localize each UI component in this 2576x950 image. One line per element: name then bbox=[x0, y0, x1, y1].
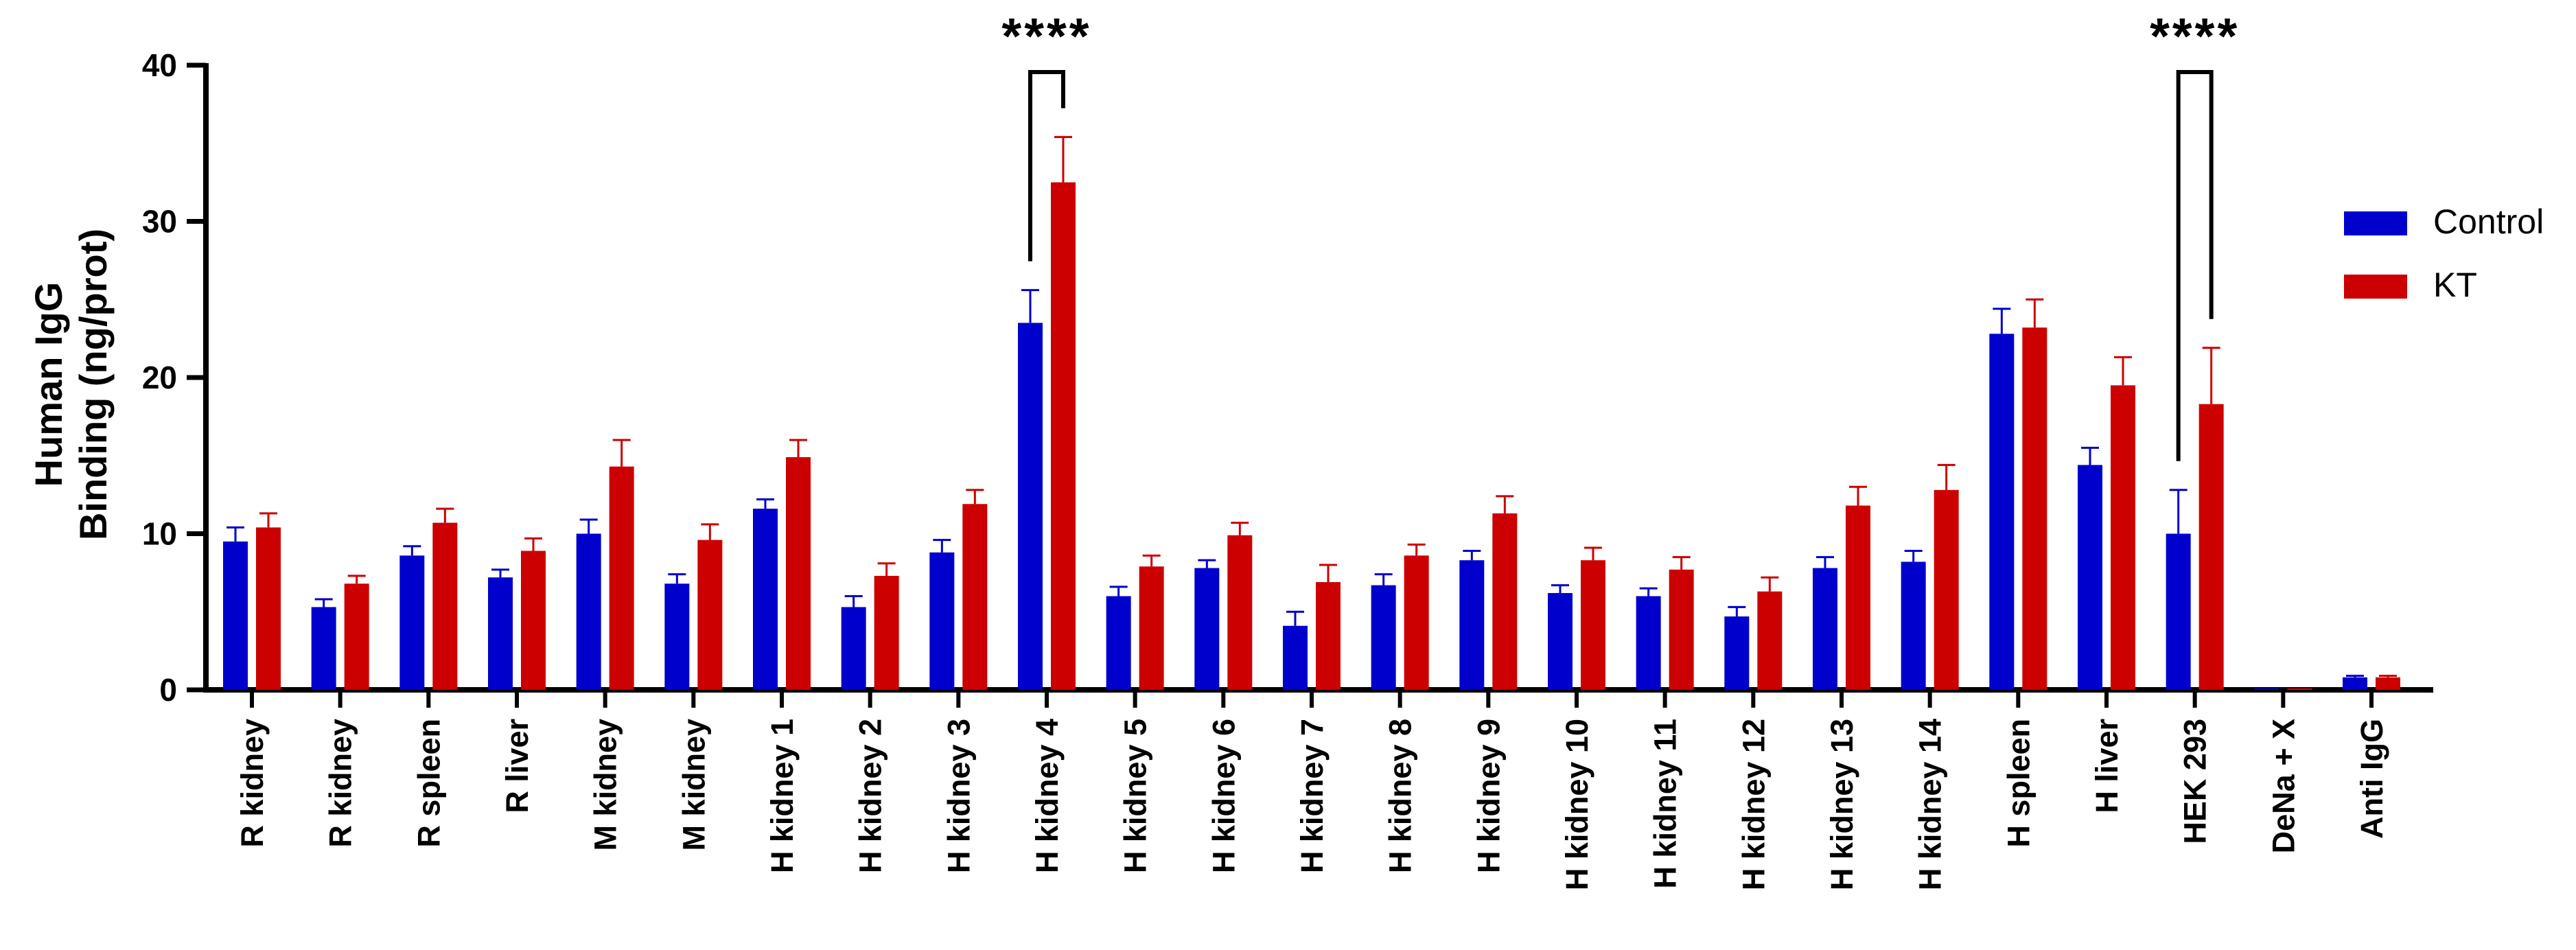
y-tick-label: 20 bbox=[142, 360, 177, 395]
bar-kt bbox=[1404, 555, 1429, 690]
legend: Control KT bbox=[2344, 202, 2544, 304]
bar-kt bbox=[786, 457, 811, 690]
bar-kt bbox=[1934, 489, 1959, 690]
y-axis: 0 10 20 30 40 bbox=[142, 47, 209, 708]
significance-annotations: **** **** bbox=[1001, 8, 2240, 461]
x-tick-label: H kidney 5 bbox=[1118, 719, 1153, 873]
bar-control bbox=[1724, 616, 1750, 690]
bar-kt bbox=[1846, 505, 1870, 690]
bar-control bbox=[1371, 585, 1396, 690]
legend-swatch-control bbox=[2344, 211, 2407, 235]
bar-control bbox=[2343, 677, 2367, 690]
bar-control bbox=[1636, 596, 1661, 690]
x-tick-label: H kidney 3 bbox=[941, 719, 976, 873]
y-tick-label: 10 bbox=[142, 516, 177, 552]
bar-control bbox=[664, 583, 690, 690]
bar-control bbox=[1459, 560, 1485, 690]
bar-kt bbox=[1492, 513, 1518, 690]
bar-control bbox=[1901, 561, 1926, 690]
bar-kt bbox=[1316, 582, 1341, 690]
x-tick-label: H kidney 14 bbox=[1913, 719, 1948, 890]
bar-control bbox=[2078, 465, 2102, 690]
y-axis-label-line-1: Human IgG bbox=[27, 282, 70, 487]
significance-stars: **** bbox=[1001, 8, 1091, 65]
bar-control bbox=[753, 509, 778, 690]
significance-bracket bbox=[1028, 70, 1065, 262]
x-tick-label: M kidney bbox=[676, 719, 711, 851]
bar-kt bbox=[521, 551, 546, 690]
x-tick-label: H liver bbox=[2089, 719, 2124, 813]
bar-control bbox=[399, 555, 425, 690]
bar-kt bbox=[2287, 688, 2312, 690]
x-tick-label: H kidney 6 bbox=[1206, 719, 1241, 873]
x-axis: R kidney R kidney R spleen R liver M kidney M… bbox=[203, 687, 2433, 890]
bar-kt bbox=[609, 466, 634, 690]
bar-kt bbox=[697, 540, 723, 690]
bar-kt bbox=[1581, 560, 1605, 690]
significance-bracket bbox=[2176, 70, 2214, 461]
legend-swatch-kt bbox=[2344, 275, 2407, 299]
x-tick-label: M kidney bbox=[588, 719, 623, 851]
bar-kt bbox=[1139, 566, 1164, 690]
x-tick-label: H kidney 12 bbox=[1736, 719, 1771, 890]
bar-control bbox=[1283, 625, 1308, 690]
bar-kt bbox=[874, 575, 899, 690]
bar-kt bbox=[1051, 182, 1076, 690]
x-tick-label: R liver bbox=[500, 719, 535, 813]
x-tick-label: H kidney 10 bbox=[1559, 719, 1594, 890]
y-axis-label-line-2: Binding (ng/prot) bbox=[71, 229, 115, 540]
y-tick-label: 0 bbox=[159, 672, 177, 708]
y-tick-label: 40 bbox=[142, 47, 177, 83]
bar-control bbox=[841, 607, 866, 690]
bar-kt bbox=[256, 527, 281, 690]
bar-kt bbox=[432, 522, 458, 690]
bar-kt bbox=[1757, 591, 1783, 690]
bar-control bbox=[1194, 568, 1220, 690]
bar-kt bbox=[2111, 385, 2135, 690]
bar-control bbox=[311, 607, 336, 690]
bar-kt bbox=[2376, 677, 2400, 690]
bars bbox=[223, 182, 2400, 690]
legend-label-control: Control bbox=[2433, 202, 2544, 241]
x-tick-label: H kidney 9 bbox=[1471, 719, 1506, 873]
x-tick-label: Anti IgG bbox=[2354, 719, 2389, 839]
x-tick-label: DeNa + X bbox=[2266, 719, 2301, 853]
bar-control bbox=[1106, 596, 1131, 690]
bar-control bbox=[1548, 592, 1573, 690]
x-tick-label: H kidney 11 bbox=[1648, 719, 1683, 889]
error-bars bbox=[227, 136, 2397, 677]
x-tick-label: H kidney 13 bbox=[1824, 719, 1859, 890]
bar-control bbox=[223, 541, 248, 690]
x-tick-label: R kidney bbox=[323, 719, 358, 848]
y-tick-label: 30 bbox=[142, 204, 177, 240]
bar-kt bbox=[2022, 327, 2047, 690]
bar-control bbox=[488, 577, 513, 690]
significance-stars: **** bbox=[2150, 8, 2240, 65]
x-tick-label: H kidney 7 bbox=[1295, 719, 1330, 873]
bar-kt bbox=[1227, 535, 1253, 690]
x-tick-label: H spleen bbox=[2001, 719, 2036, 848]
x-tick-label: R spleen bbox=[411, 719, 446, 848]
bar-kt bbox=[344, 583, 369, 690]
bar-kt bbox=[1669, 569, 1694, 690]
legend-label-kt: KT bbox=[2433, 266, 2477, 304]
bar-kt bbox=[962, 504, 988, 690]
x-tick-label: H kidney 1 bbox=[765, 719, 800, 873]
bar-control bbox=[1018, 323, 1043, 690]
x-tick-label: R kidney bbox=[235, 719, 270, 848]
bar-control bbox=[2254, 688, 2279, 690]
y-axis-label: Human IgG Binding (ng/prot) bbox=[27, 229, 115, 540]
x-tick-label: H kidney 2 bbox=[853, 719, 888, 873]
bar-control bbox=[1813, 568, 1837, 690]
x-tick-label: H kidney 4 bbox=[1030, 719, 1065, 873]
bar-kt bbox=[2198, 404, 2224, 690]
bar-control bbox=[2166, 533, 2191, 690]
bar-control bbox=[576, 533, 601, 690]
x-tick-label: HEK 293 bbox=[2178, 719, 2213, 844]
bar-control bbox=[1989, 334, 2015, 690]
x-tick-label: H kidney 8 bbox=[1383, 719, 1418, 873]
bar-control bbox=[929, 552, 955, 690]
